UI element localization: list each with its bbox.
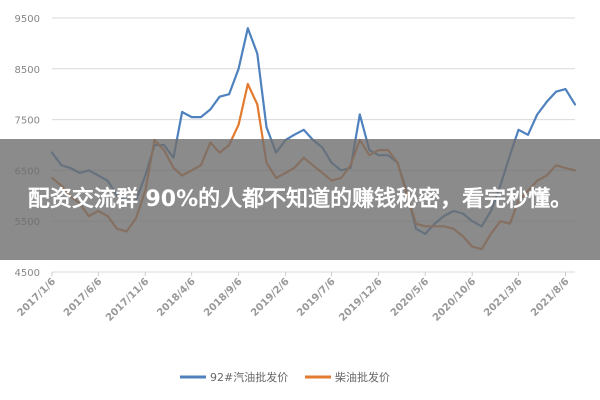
data-point	[209, 108, 212, 111]
x-tick-label: 2019/7/6	[295, 276, 337, 318]
legend-label: 柴油批发价	[335, 370, 390, 384]
x-tick-label: 2017/11/6	[104, 276, 151, 323]
data-point	[246, 27, 249, 30]
data-point	[190, 116, 193, 118]
x-tick-label: 2020/10/6	[431, 276, 478, 323]
x-tick-label: 2017/6/6	[62, 276, 104, 318]
data-point	[574, 103, 576, 106]
data-point	[265, 126, 268, 129]
data-point	[228, 93, 231, 96]
y-tick-label: 4500	[15, 268, 40, 279]
y-tick-label: 9500	[15, 14, 40, 25]
legend: 92#汽油批发价 柴油批发价	[180, 370, 390, 384]
x-tick-label: 2019/12/6	[337, 276, 384, 323]
data-point	[256, 52, 259, 55]
x-tick-label: 2021/8/6	[529, 276, 571, 318]
data-point	[200, 116, 202, 118]
legend-label: 92#汽油批发价	[210, 370, 288, 384]
data-point	[536, 113, 539, 116]
data-point	[564, 88, 567, 90]
data-point	[293, 133, 296, 136]
y-tick-label: 8500	[15, 65, 40, 76]
x-tick-label: 2019/2/6	[249, 276, 291, 318]
x-tick-label: 2020/5/6	[389, 276, 431, 318]
data-point	[246, 83, 249, 85]
data-point	[302, 128, 305, 131]
data-point	[527, 133, 529, 136]
x-tick-label: 2017/1/6	[16, 276, 58, 318]
data-point	[517, 128, 520, 131]
x-tick-label: 2018/9/6	[202, 276, 244, 318]
data-point	[237, 123, 240, 126]
x-axis: 2017/1/6 2017/6/6 2017/11/6 2018/4/6 2018/9/…	[16, 272, 572, 324]
data-point	[256, 103, 259, 106]
y-tick-label: 7500	[15, 116, 40, 127]
data-point	[218, 95, 221, 98]
promo-banner-text: 配资交流群 90%的人都不知道的赚钱秘密，看完秒懂。	[27, 186, 573, 212]
promo-banner[interactable]: 配资交流群 90%的人都不知道的赚钱秘密，看完秒懂。	[0, 139, 600, 260]
data-point	[545, 100, 548, 103]
x-tick-label: 2018/4/6	[155, 276, 197, 318]
data-point	[181, 111, 184, 113]
data-point	[555, 90, 557, 93]
x-tick-label: 2021/3/6	[482, 276, 524, 318]
data-point	[358, 113, 361, 116]
data-point	[237, 67, 240, 70]
